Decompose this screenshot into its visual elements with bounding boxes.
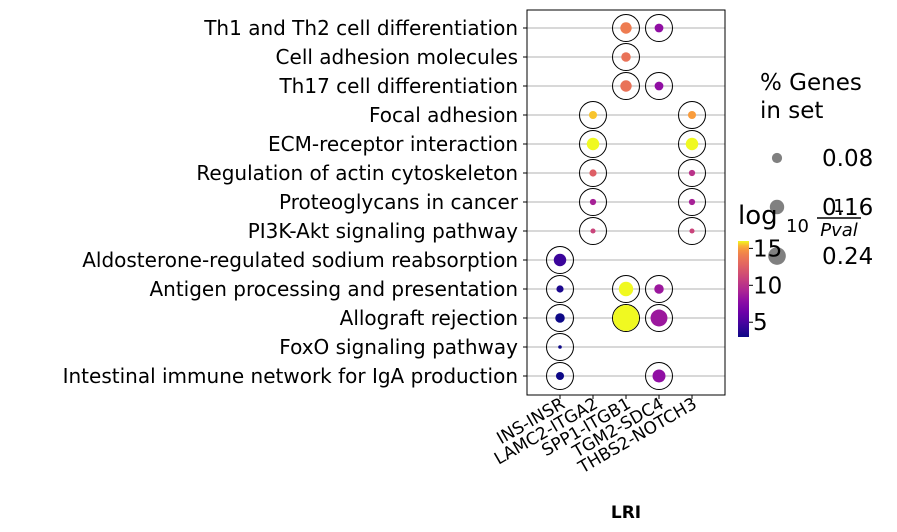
data-dot	[688, 198, 696, 206]
size-legend-marker	[768, 247, 786, 265]
highlight-ring	[546, 333, 574, 361]
colorbar-tick-label: 15	[753, 236, 782, 262]
data-dot	[685, 137, 699, 151]
highlight-ring	[645, 14, 673, 42]
data-dot	[556, 285, 564, 293]
data-dot	[555, 313, 565, 323]
colorbar-ticks: 5 10 15	[749, 236, 782, 336]
colorbar-tick-label: 5	[753, 310, 768, 336]
highlight-ring	[579, 188, 607, 216]
highlight-ring	[645, 72, 673, 100]
highlight-ring	[612, 14, 640, 42]
y-tick-label: Proteoglycans in cancer	[279, 190, 519, 214]
size-legend-label: 0.24	[822, 244, 873, 270]
highlight-ring	[645, 275, 673, 303]
highlight-ring	[546, 362, 574, 390]
colorbar-title-numerator: 1	[833, 196, 844, 217]
dots	[553, 22, 699, 383]
colorbar-tick-label: 10	[753, 273, 782, 299]
colorbar-gradient	[738, 241, 749, 337]
highlight-ring	[612, 72, 640, 100]
highlight-ring	[678, 188, 706, 216]
colorbar-title-denominator: Pval	[820, 220, 858, 241]
highlight-ring	[546, 246, 574, 274]
highlight-ring	[546, 275, 574, 303]
highlight-ring	[612, 43, 640, 71]
highlight-ring	[579, 159, 607, 187]
data-dot	[618, 281, 634, 297]
y-tick-label: Intestinal immune network for IgA produc…	[63, 364, 518, 388]
y-tick-label: Th17 cell differentiation	[278, 74, 518, 98]
highlight-ring	[579, 130, 607, 158]
data-dot	[586, 137, 600, 151]
highlight-ring	[678, 101, 706, 129]
data-dot	[613, 305, 639, 331]
data-dot	[650, 309, 668, 327]
highlight-ring	[678, 130, 706, 158]
data-dot	[654, 81, 664, 91]
size-legend-marker	[769, 199, 785, 215]
x-axis-label: LRI	[611, 503, 641, 523]
data-dot	[558, 345, 562, 349]
highlight-ring	[579, 101, 607, 129]
highlight-ring	[645, 304, 673, 332]
data-dot	[689, 228, 695, 234]
data-dot	[652, 369, 666, 383]
y-tick-label: Cell adhesion molecules	[276, 45, 518, 69]
highlight-ring	[645, 362, 673, 390]
y-tick-label: ECM-receptor interaction	[268, 132, 518, 156]
data-dot	[588, 110, 598, 120]
data-dot	[620, 22, 632, 34]
colorbar-title-log: log	[738, 201, 778, 231]
size-legend-title-line2: in set	[760, 98, 823, 124]
data-dot	[553, 253, 567, 267]
y-tick-labels: Th1 and Th2 cell differentiation Cell adh…	[63, 16, 527, 388]
size-legend-label: 0.16	[822, 195, 873, 221]
size-legend-marker	[771, 152, 783, 164]
data-dot	[589, 169, 597, 177]
data-dot	[589, 198, 597, 206]
y-tick-label: Focal adhesion	[369, 103, 518, 127]
data-dot	[555, 371, 565, 381]
data-dot	[687, 110, 697, 120]
colorbar-title-sub: 10	[786, 216, 809, 237]
highlight-rings	[546, 14, 706, 390]
y-tick-label: Aldosterone-regulated sodium reabsorptio…	[82, 248, 518, 272]
size-legend-items: 0.08 0.16 0.24	[768, 146, 873, 270]
highlight-ring	[678, 159, 706, 187]
data-dot	[654, 23, 664, 33]
data-dot	[590, 228, 596, 234]
data-dot	[621, 52, 631, 62]
y-tick-label: Regulation of actin cytoskeleton	[196, 161, 518, 185]
size-legend-title-line1: % Genes	[760, 70, 862, 96]
y-tick-label: Antigen processing and presentation	[149, 277, 518, 301]
highlight-ring	[612, 304, 640, 332]
highlight-ring	[579, 217, 607, 245]
y-tick-label: FoxO signaling pathway	[279, 335, 518, 359]
size-legend-label: 0.08	[822, 146, 873, 172]
data-dot	[688, 169, 696, 177]
highlight-ring	[612, 275, 640, 303]
y-tick-label: PI3K-Akt signaling pathway	[248, 219, 518, 243]
size-legend: % Genes in set 0.08 0.16 0.24	[760, 70, 873, 270]
highlight-ring	[678, 217, 706, 245]
highlight-ring	[546, 304, 574, 332]
data-dot	[620, 80, 632, 92]
y-tick-label: Allograft rejection	[340, 306, 518, 330]
data-dot	[654, 284, 664, 294]
y-tick-label: Th1 and Th2 cell differentiation	[203, 16, 518, 40]
x-tick-labels: INS-INSRLAMC2-ITGA2SPP1-ITGB1TGM2-SDC4TH…	[491, 394, 700, 479]
